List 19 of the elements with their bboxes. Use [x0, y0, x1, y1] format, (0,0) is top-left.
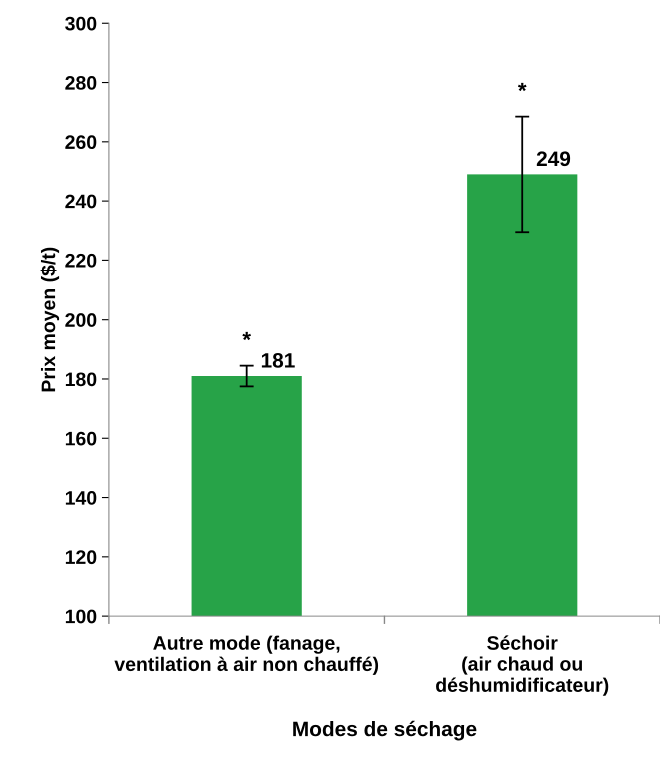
- x-tick-label: Séchoir (air chaud ou déshumidificateur): [436, 635, 608, 696]
- y-tick-label: 200: [65, 313, 96, 327]
- x-axis-title: Modes de séchage: [293, 720, 476, 740]
- annotation: *: [518, 82, 527, 92]
- y-tick-label: 280: [65, 76, 96, 90]
- y-tick-label: 300: [65, 16, 96, 31]
- y-tick-label: 180: [66, 372, 96, 386]
- y-axis-title: Prix moyen ($/t): [40, 248, 60, 392]
- y-tick-label: 240: [65, 194, 96, 208]
- y-tick-label: 260: [65, 135, 96, 150]
- data-label: 181: [262, 352, 295, 368]
- x-tick-label: Autre mode (fanage, ventilation à air non chauffé): [114, 636, 378, 675]
- data-label: 249: [536, 151, 570, 166]
- y-tick-label: 160: [66, 432, 96, 446]
- y-tick-label: 140: [66, 491, 96, 505]
- y-tick-label: 100: [66, 610, 96, 624]
- annotation: *: [242, 332, 251, 340]
- y-tick-label: 120: [66, 550, 96, 564]
- y-tick-label: 220: [65, 254, 96, 268]
